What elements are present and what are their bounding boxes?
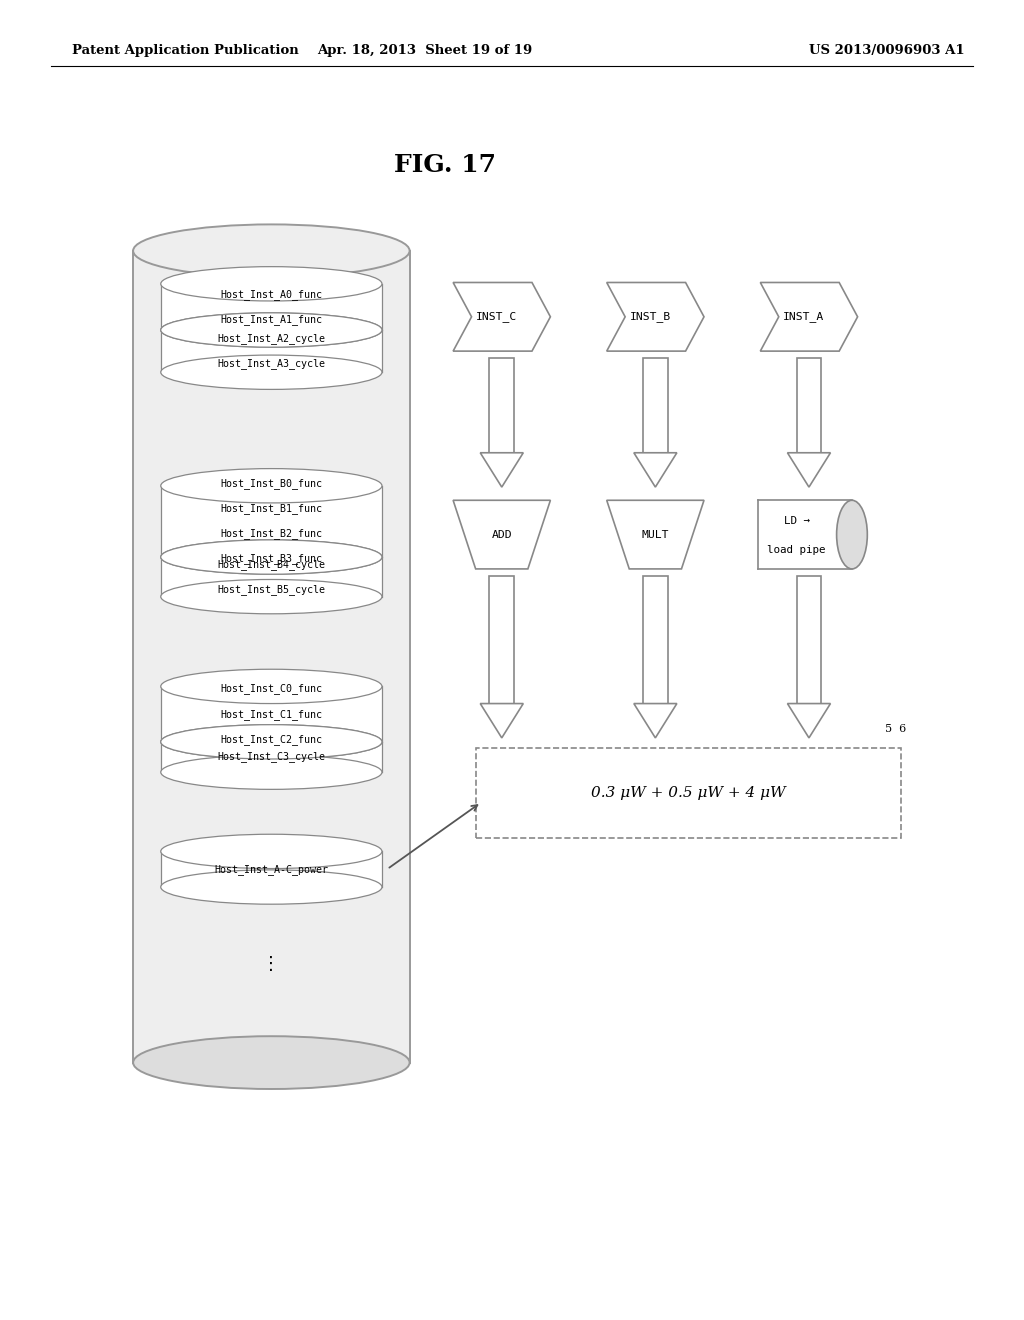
Polygon shape xyxy=(787,704,830,738)
Ellipse shape xyxy=(161,313,382,347)
Bar xyxy=(133,251,410,1063)
Ellipse shape xyxy=(161,540,382,574)
Ellipse shape xyxy=(161,834,382,869)
Ellipse shape xyxy=(161,755,382,789)
Bar xyxy=(161,557,382,597)
Bar xyxy=(643,358,668,453)
Bar xyxy=(161,686,382,742)
Text: 0.3 μW + 0.5 μW + 4 μW: 0.3 μW + 0.5 μW + 4 μW xyxy=(591,787,786,800)
Text: ⋮: ⋮ xyxy=(262,954,281,973)
Text: LD →: LD → xyxy=(783,516,810,527)
Ellipse shape xyxy=(133,1036,410,1089)
Text: 5  6: 5 6 xyxy=(886,723,906,734)
Polygon shape xyxy=(606,500,705,569)
Text: Host_Inst_B4_cycle: Host_Inst_B4_cycle xyxy=(217,558,326,570)
Text: Host_Inst_C3_cycle: Host_Inst_C3_cycle xyxy=(217,751,326,763)
Text: INST_A: INST_A xyxy=(783,312,824,322)
Text: load pipe: load pipe xyxy=(767,545,826,556)
Text: INST_C: INST_C xyxy=(476,312,517,322)
Bar xyxy=(643,576,668,704)
Text: Host_Inst_A1_func: Host_Inst_A1_func xyxy=(220,314,323,325)
Text: ADD: ADD xyxy=(492,529,512,540)
Bar xyxy=(758,500,860,569)
Polygon shape xyxy=(760,282,858,351)
Ellipse shape xyxy=(133,224,410,277)
Polygon shape xyxy=(480,704,523,738)
Text: Host_Inst_A0_func: Host_Inst_A0_func xyxy=(220,289,323,300)
Polygon shape xyxy=(606,282,705,351)
Text: Host_Inst_B3_func: Host_Inst_B3_func xyxy=(220,553,323,565)
Text: Host_Inst_B0_func: Host_Inst_B0_func xyxy=(220,478,323,490)
Text: Host_Inst_A3_cycle: Host_Inst_A3_cycle xyxy=(217,358,326,370)
Polygon shape xyxy=(453,282,551,351)
Text: FIG. 17: FIG. 17 xyxy=(394,153,497,177)
Bar xyxy=(489,358,514,453)
Bar xyxy=(489,576,514,704)
Bar xyxy=(161,851,382,887)
Ellipse shape xyxy=(161,669,382,704)
Text: Host_Inst_C2_func: Host_Inst_C2_func xyxy=(220,734,323,744)
Text: Host_Inst_A-C_power: Host_Inst_A-C_power xyxy=(214,863,329,875)
Ellipse shape xyxy=(161,579,382,614)
Text: Host_Inst_B2_func: Host_Inst_B2_func xyxy=(220,528,323,540)
Bar xyxy=(797,576,821,704)
Text: Apr. 18, 2013  Sheet 19 of 19: Apr. 18, 2013 Sheet 19 of 19 xyxy=(317,44,532,57)
Polygon shape xyxy=(480,453,523,487)
Bar xyxy=(161,330,382,372)
Ellipse shape xyxy=(161,725,382,759)
Ellipse shape xyxy=(161,313,382,347)
Bar xyxy=(476,748,901,838)
Text: Host_Inst_C0_func: Host_Inst_C0_func xyxy=(220,684,323,694)
Polygon shape xyxy=(787,453,830,487)
Bar xyxy=(161,284,382,330)
Polygon shape xyxy=(453,500,551,569)
Bar xyxy=(161,486,382,557)
Text: Host_Inst_A2_cycle: Host_Inst_A2_cycle xyxy=(217,333,326,345)
Bar xyxy=(161,742,382,772)
Ellipse shape xyxy=(161,267,382,301)
Text: INST_B: INST_B xyxy=(630,312,671,322)
Polygon shape xyxy=(634,453,677,487)
Ellipse shape xyxy=(161,725,382,759)
Ellipse shape xyxy=(161,355,382,389)
Text: Patent Application Publication: Patent Application Publication xyxy=(72,44,298,57)
Ellipse shape xyxy=(161,870,382,904)
Ellipse shape xyxy=(161,540,382,574)
Ellipse shape xyxy=(837,500,867,569)
Text: Host_Inst_B5_cycle: Host_Inst_B5_cycle xyxy=(217,583,326,595)
Ellipse shape xyxy=(161,469,382,503)
Text: US 2013/0096903 A1: US 2013/0096903 A1 xyxy=(809,44,965,57)
Bar xyxy=(797,358,821,453)
Text: Host_Inst_C1_func: Host_Inst_C1_func xyxy=(220,709,323,719)
Text: MULT: MULT xyxy=(642,529,669,540)
Text: Host_Inst_B1_func: Host_Inst_B1_func xyxy=(220,503,323,515)
Polygon shape xyxy=(634,704,677,738)
